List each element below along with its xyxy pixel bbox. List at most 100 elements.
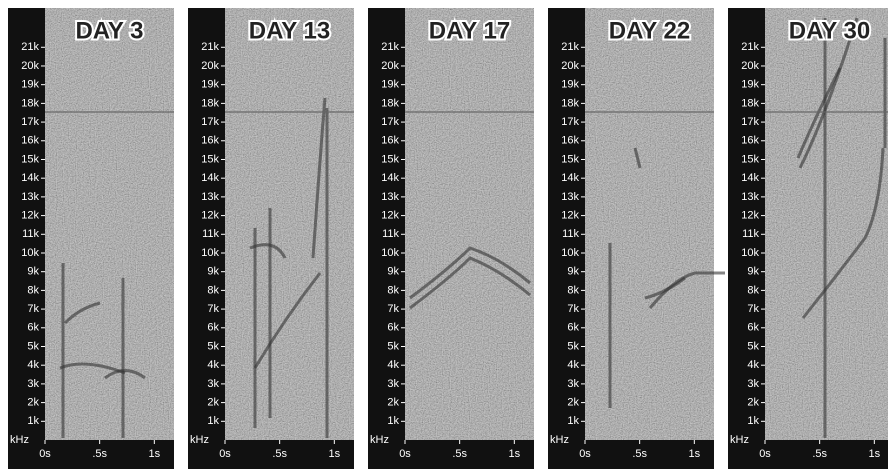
y-tick-label: 11k	[202, 228, 219, 240]
y-tick-label: 1k	[567, 415, 579, 427]
y-tick-label: 19k	[381, 79, 399, 91]
x-tick-label: 1s	[689, 448, 701, 460]
spectrogram-trace	[644, 276, 686, 300]
y-tick-label: 10k	[381, 247, 399, 259]
y-tick-label: 3k	[207, 378, 219, 390]
y-tick-label: 3k	[387, 378, 399, 390]
panel-title: DAY 13	[249, 17, 330, 44]
spectrogram-panel: 1k 2k 3k 4k 5k 6k 7k 8k 9k 10k 11k 12k 13k 14k 15k 16k 1…	[8, 8, 174, 469]
y-tick-label: 10k	[741, 247, 759, 259]
y-tick-label: 20k	[381, 60, 399, 72]
y-tick-label: 19k	[21, 79, 39, 91]
y-tick-label: 6k	[27, 322, 39, 334]
spectrogram-trace	[798, 17, 859, 169]
y-tick-label: 1k	[27, 415, 39, 427]
y-tick-label: 17k	[381, 116, 399, 128]
y-tick-label: 20k	[201, 60, 219, 72]
y-tick-label: 18k	[201, 97, 219, 109]
x-tick-label: 1s	[149, 448, 161, 460]
y-tick-label: 5k	[567, 340, 579, 352]
y-tick-label: 20k	[21, 60, 39, 72]
panel-title: DAY 17	[429, 17, 510, 44]
y-tick-label: 4k	[747, 359, 759, 371]
y-tick-label: 15k	[201, 153, 219, 165]
y-tick-label: 13k	[201, 191, 219, 203]
spectrogram-trace	[796, 67, 842, 159]
y-tick-label: 14k	[21, 172, 39, 184]
y-tick-label: 6k	[387, 322, 399, 334]
y-tick-label: 4k	[207, 359, 219, 371]
y-tick-label: 2k	[207, 397, 219, 409]
y-tick-label: 6k	[567, 322, 579, 334]
y-tick-label: 5k	[27, 340, 39, 352]
y-tick-label: 14k	[561, 172, 579, 184]
y-tick-label: 7k	[27, 303, 39, 315]
x-tick-label: 0s	[219, 448, 231, 460]
y-tick-label: 2k	[747, 397, 759, 409]
panel-title: DAY 30	[789, 17, 870, 44]
y-tick-label: 17k	[741, 116, 759, 128]
y-tick-label: 9k	[747, 266, 759, 278]
y-tick-label: 14k	[381, 172, 399, 184]
y-tick-label: 10k	[561, 247, 579, 259]
y-tick-label: 21k	[381, 41, 399, 53]
y-tick-label: 16k	[381, 135, 399, 147]
panel-title: DAY 22	[609, 17, 690, 44]
y-tick-label: 1k	[207, 415, 219, 427]
y-tick-label: 8k	[567, 284, 579, 296]
y-tick-label: 7k	[387, 303, 399, 315]
y-tick-label: 13k	[21, 191, 39, 203]
y-tick-label: 18k	[561, 97, 579, 109]
y-tick-label: 21k	[21, 41, 39, 53]
y-tick-label: 21k	[561, 41, 579, 53]
y-tick-label: 14k	[201, 172, 219, 184]
y-tick-label: 12k	[381, 209, 399, 221]
spectrogram-trace	[104, 369, 146, 380]
y-tick-label: 16k	[21, 135, 39, 147]
x-tick-label: 1s	[509, 448, 521, 460]
spectrogram-trace	[801, 147, 885, 319]
y-axis-label: kHz	[10, 434, 29, 446]
x-tick-label: 0s	[399, 448, 411, 460]
y-tick-label: 11k	[742, 228, 759, 240]
spectrogram-trace	[63, 301, 101, 325]
y-tick-label: 21k	[741, 41, 759, 53]
spectrogram-trace	[633, 147, 642, 169]
y-tick-label: 12k	[21, 209, 39, 221]
y-tick-label: 2k	[27, 397, 39, 409]
spectrogram-panel: 1k 2k 3k 4k 5k 6k 7k 8k 9k 10k 11k 12k 13k 14k 15k 16k 1…	[368, 8, 534, 469]
y-tick-label: 18k	[741, 97, 759, 109]
y-tick-label: 13k	[741, 191, 759, 203]
y-tick-label: 3k	[27, 378, 39, 390]
y-tick-label: 11k	[562, 228, 579, 240]
y-tick-label: 15k	[381, 153, 399, 165]
y-tick-label: 17k	[561, 116, 579, 128]
y-tick-label: 4k	[27, 359, 39, 371]
y-tick-label: 21k	[201, 41, 219, 53]
y-tick-label: 9k	[567, 266, 579, 278]
y-tick-label: 10k	[201, 247, 219, 259]
y-tick-label: 15k	[21, 153, 39, 165]
y-tick-label: 1k	[747, 415, 759, 427]
y-tick-label: 18k	[381, 97, 399, 109]
spectrogram-noise	[225, 8, 354, 440]
y-tick-label: 5k	[747, 340, 759, 352]
y-tick-label: 13k	[381, 191, 399, 203]
y-tick-label: 6k	[207, 322, 219, 334]
y-tick-label: 20k	[561, 60, 579, 72]
y-tick-label: 12k	[201, 209, 219, 221]
y-tick-label: 4k	[387, 359, 399, 371]
y-tick-label: 11k	[22, 228, 39, 240]
y-tick-label: 3k	[747, 378, 759, 390]
y-tick-label: 12k	[561, 209, 579, 221]
y-tick-label: 2k	[567, 397, 579, 409]
y-tick-label: 16k	[741, 135, 759, 147]
y-tick-label: 9k	[207, 266, 219, 278]
x-tick-label: 1s	[869, 448, 881, 460]
y-tick-label: 8k	[747, 284, 759, 296]
y-tick-label: 7k	[567, 303, 579, 315]
y-tick-label: 18k	[21, 97, 39, 109]
spectrogram-panel: 1k 2k 3k 4k 5k 6k 7k 8k 9k 10k 11k 12k 13k 14k 15k 16k 1…	[548, 8, 725, 469]
y-tick-label: 11k	[382, 228, 399, 240]
x-tick-label: .5s	[812, 448, 827, 460]
